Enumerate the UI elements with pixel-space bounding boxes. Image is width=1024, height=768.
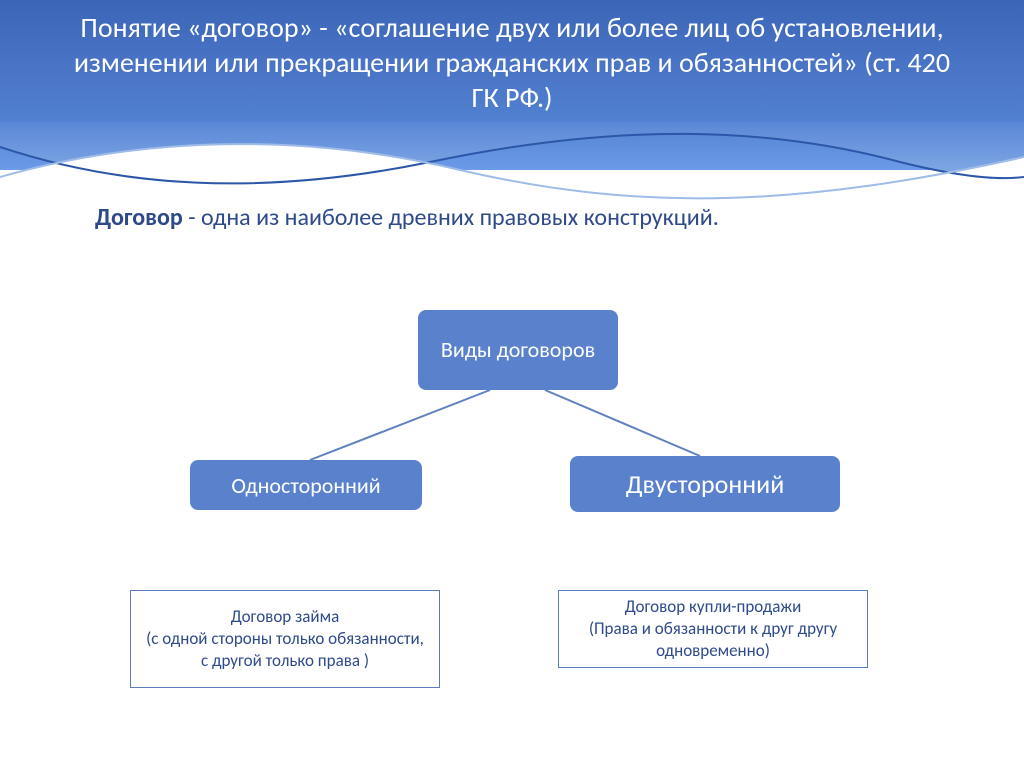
- example-box-right: Договор купли-продажи (Права и обязаннос…: [558, 590, 868, 668]
- slide: Понятие «договор» - «соглашение двух или…: [0, 0, 1024, 768]
- diagram-child-right: Двусторонний: [570, 456, 840, 512]
- subtitle-rest: - одна из наиболее древних правовых конс…: [183, 203, 719, 232]
- example-box-left: Договор займа (с одной стороны только об…: [130, 590, 440, 688]
- subtitle-term: Договор: [95, 203, 183, 232]
- wave-decoration: [0, 122, 1024, 212]
- diagram-root-label: Виды договоров: [441, 337, 595, 363]
- diagram-root-node: Виды договоров: [418, 310, 618, 390]
- header-title: Понятие «договор» - «соглашение двух или…: [70, 10, 954, 115]
- diagram-child-left-label: Односторонний: [231, 472, 380, 499]
- diagram-child-right-label: Двусторонний: [626, 468, 785, 500]
- diagram-child-left: Односторонний: [190, 460, 422, 510]
- example-box-left-text: Договор займа (с одной стороны только об…: [141, 606, 429, 672]
- subtitle: Договор - одна из наиболее древних право…: [95, 202, 929, 234]
- example-box-right-text: Договор купли-продажи (Права и обязаннос…: [569, 596, 857, 662]
